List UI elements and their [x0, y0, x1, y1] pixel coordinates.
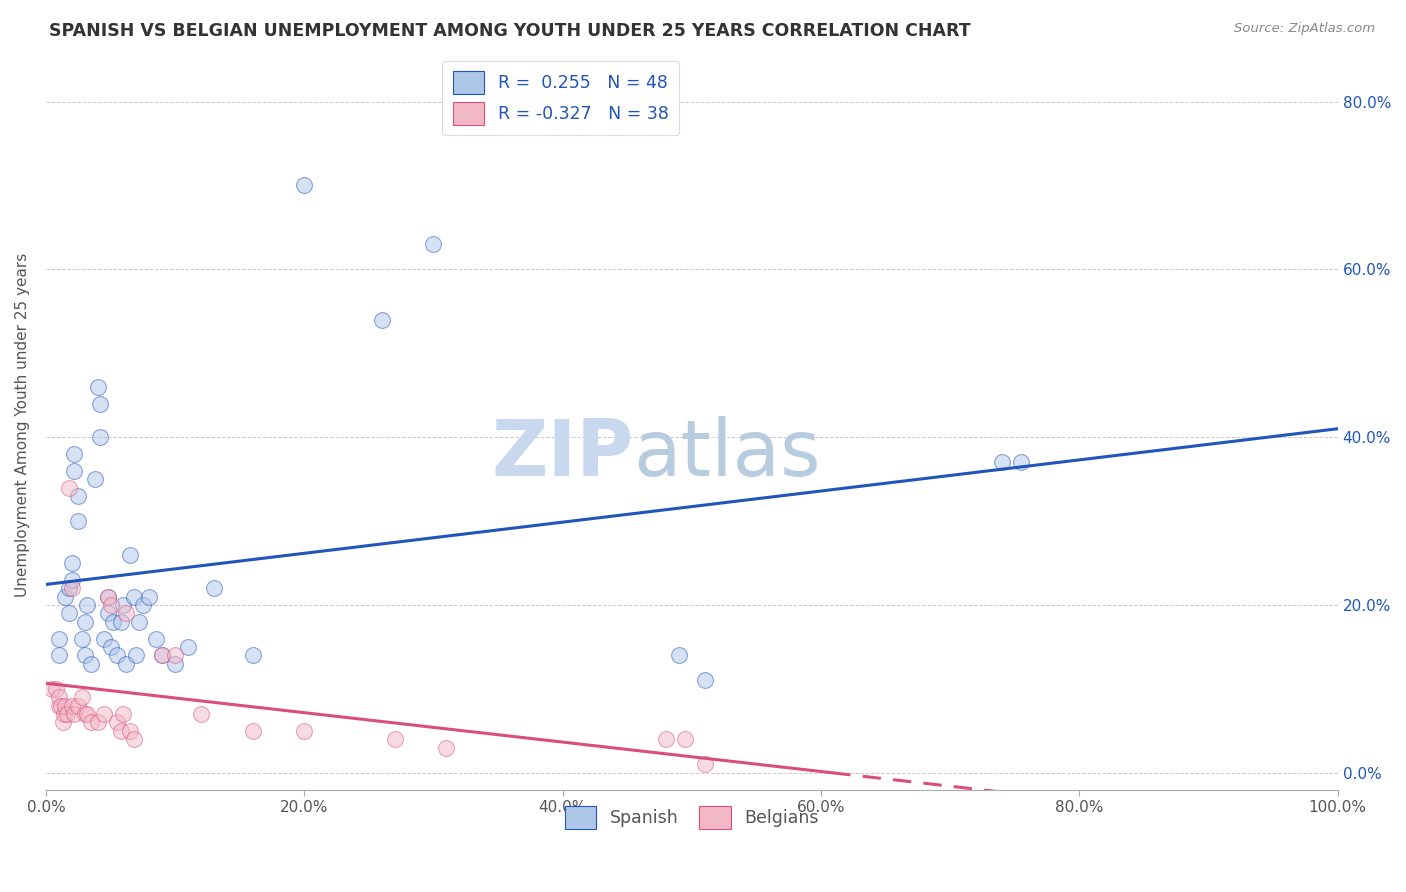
- Point: [110, 615, 132, 629]
- Point: [150, 648, 173, 663]
- Point: [97, 590, 120, 604]
- Point: [52, 715, 75, 730]
- Point: [48, 648, 70, 663]
- Point: [693, 757, 716, 772]
- Point: [45, 681, 67, 696]
- Point: [115, 657, 138, 671]
- Point: [97, 590, 120, 604]
- Point: [70, 632, 93, 646]
- Point: [190, 707, 212, 722]
- Point: [1010, 455, 1032, 469]
- Point: [105, 715, 128, 730]
- Point: [89, 396, 111, 410]
- Point: [422, 237, 444, 252]
- Point: [55, 707, 77, 722]
- Point: [165, 657, 187, 671]
- Point: [165, 648, 187, 663]
- Legend: Spanish, Belgians: Spanish, Belgians: [558, 799, 825, 836]
- Point: [292, 178, 315, 193]
- Point: [673, 732, 696, 747]
- Point: [145, 632, 167, 646]
- Text: atlas: atlas: [634, 416, 821, 491]
- Point: [655, 732, 678, 747]
- Point: [67, 698, 90, 713]
- Point: [118, 723, 141, 738]
- Point: [84, 472, 107, 486]
- Y-axis label: Unemployment Among Youth under 25 years: Unemployment Among Youth under 25 years: [15, 252, 30, 597]
- Point: [48, 698, 70, 713]
- Point: [128, 615, 150, 629]
- Point: [41, 681, 63, 696]
- Point: [73, 615, 96, 629]
- Point: [63, 707, 86, 722]
- Point: [60, 556, 83, 570]
- Point: [112, 707, 135, 722]
- Point: [371, 312, 394, 326]
- Point: [93, 707, 115, 722]
- Point: [60, 581, 83, 595]
- Point: [63, 464, 86, 478]
- Point: [53, 698, 76, 713]
- Point: [80, 657, 103, 671]
- Point: [97, 607, 120, 621]
- Point: [73, 648, 96, 663]
- Point: [177, 640, 200, 654]
- Point: [53, 707, 76, 722]
- Point: [115, 607, 138, 621]
- Point: [292, 723, 315, 738]
- Point: [202, 581, 225, 595]
- Point: [693, 673, 716, 688]
- Point: [58, 581, 80, 595]
- Point: [110, 723, 132, 738]
- Point: [80, 715, 103, 730]
- Point: [48, 632, 70, 646]
- Point: [122, 732, 145, 747]
- Point: [73, 707, 96, 722]
- Point: [89, 430, 111, 444]
- Point: [242, 648, 264, 663]
- Point: [112, 598, 135, 612]
- Point: [76, 707, 98, 722]
- Point: [138, 590, 160, 604]
- Point: [122, 590, 145, 604]
- Point: [101, 615, 124, 629]
- Point: [150, 648, 173, 663]
- Point: [58, 607, 80, 621]
- Point: [48, 690, 70, 705]
- Point: [434, 740, 457, 755]
- Point: [105, 648, 128, 663]
- Point: [242, 723, 264, 738]
- Point: [100, 640, 122, 654]
- Point: [67, 489, 90, 503]
- Text: SPANISH VS BELGIAN UNEMPLOYMENT AMONG YOUTH UNDER 25 YEARS CORRELATION CHART: SPANISH VS BELGIAN UNEMPLOYMENT AMONG YO…: [49, 22, 970, 40]
- Point: [668, 648, 690, 663]
- Point: [384, 732, 406, 747]
- Point: [51, 698, 73, 713]
- Point: [86, 380, 108, 394]
- Point: [63, 447, 86, 461]
- Point: [93, 632, 115, 646]
- Point: [67, 514, 90, 528]
- Point: [125, 648, 148, 663]
- Point: [86, 715, 108, 730]
- Point: [60, 698, 83, 713]
- Point: [100, 598, 122, 612]
- Point: [118, 548, 141, 562]
- Point: [70, 690, 93, 705]
- Point: [991, 455, 1014, 469]
- Point: [76, 598, 98, 612]
- Point: [60, 573, 83, 587]
- Point: [58, 481, 80, 495]
- Text: Source: ZipAtlas.com: Source: ZipAtlas.com: [1234, 22, 1375, 36]
- Point: [53, 590, 76, 604]
- Point: [132, 598, 155, 612]
- Text: ZIP: ZIP: [492, 416, 634, 491]
